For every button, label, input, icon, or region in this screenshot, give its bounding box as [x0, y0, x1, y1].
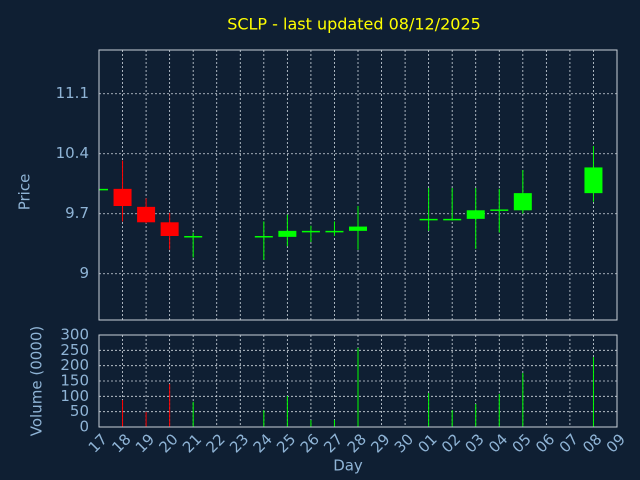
y-axis-label: Price — [16, 174, 34, 211]
x-tick-label: 08 — [579, 430, 605, 456]
x-tick-label: 24 — [250, 430, 276, 456]
x-tick-label: 19 — [132, 430, 158, 456]
price-frame — [98, 49, 618, 321]
volume-plot — [99, 335, 617, 427]
volume-tick-label: 300 — [60, 326, 89, 344]
labels: 99.710.411.10501001502002503001718192021… — [56, 84, 629, 456]
x-tick-label: 22 — [203, 430, 229, 456]
y-tick-label: 9 — [79, 264, 89, 282]
x-tick-label: 23 — [226, 430, 252, 456]
y-tick-label: 10.4 — [56, 144, 89, 162]
candle-body — [466, 210, 485, 219]
candle-body — [513, 193, 532, 211]
x-tick-label: 25 — [273, 430, 299, 456]
candle-body — [137, 206, 156, 223]
volume-tick-label: 200 — [60, 356, 89, 374]
candle-body — [584, 167, 603, 194]
x-tick-label: 03 — [462, 430, 488, 456]
x-tick-label: 01 — [414, 430, 440, 456]
candle-body — [113, 188, 132, 206]
price-plot — [99, 50, 617, 320]
volume-tick-label: 250 — [60, 341, 89, 359]
candle-body — [184, 236, 203, 238]
x-tick-label: 26 — [297, 430, 323, 456]
x-tick-label: 28 — [344, 430, 370, 456]
x-tick-label: 04 — [485, 430, 511, 456]
volume-tick-label: 100 — [60, 387, 89, 405]
volume-axis-label: Volume (0000) — [28, 326, 46, 436]
candle-body — [325, 230, 344, 233]
candle-body — [278, 230, 297, 237]
x-axis-label: Day — [333, 457, 363, 475]
x-tick-label: 18 — [108, 430, 134, 456]
candle-body — [301, 230, 320, 233]
candle-body — [254, 236, 273, 238]
chart-title: SCLP - last updated 08/12/2025 — [227, 15, 481, 34]
volume-tick-label: 0 — [79, 418, 89, 436]
candle-body — [490, 209, 509, 211]
candle-body — [99, 188, 108, 191]
y-tick-label: 11.1 — [56, 84, 89, 102]
x-tick-label: 21 — [179, 430, 205, 456]
x-tick-label: 30 — [391, 430, 417, 456]
x-tick-label: 05 — [509, 430, 535, 456]
volume-frame — [98, 334, 618, 428]
x-tick-label: 29 — [367, 430, 393, 456]
x-tick-label: 02 — [438, 430, 464, 456]
x-tick-label: 07 — [556, 430, 582, 456]
x-tick-label: 20 — [155, 430, 181, 456]
y-tick-label: 9.7 — [65, 204, 89, 222]
x-tick-label: 06 — [532, 430, 558, 456]
candle-body — [160, 222, 179, 236]
candle-body — [419, 218, 438, 221]
volume-tick-label: 50 — [70, 402, 89, 420]
volume-tick-label: 150 — [60, 372, 89, 390]
x-tick-label: 09 — [603, 430, 629, 456]
candle-body — [349, 226, 367, 231]
x-tick-label: 27 — [320, 430, 346, 456]
candle-body — [443, 218, 462, 221]
